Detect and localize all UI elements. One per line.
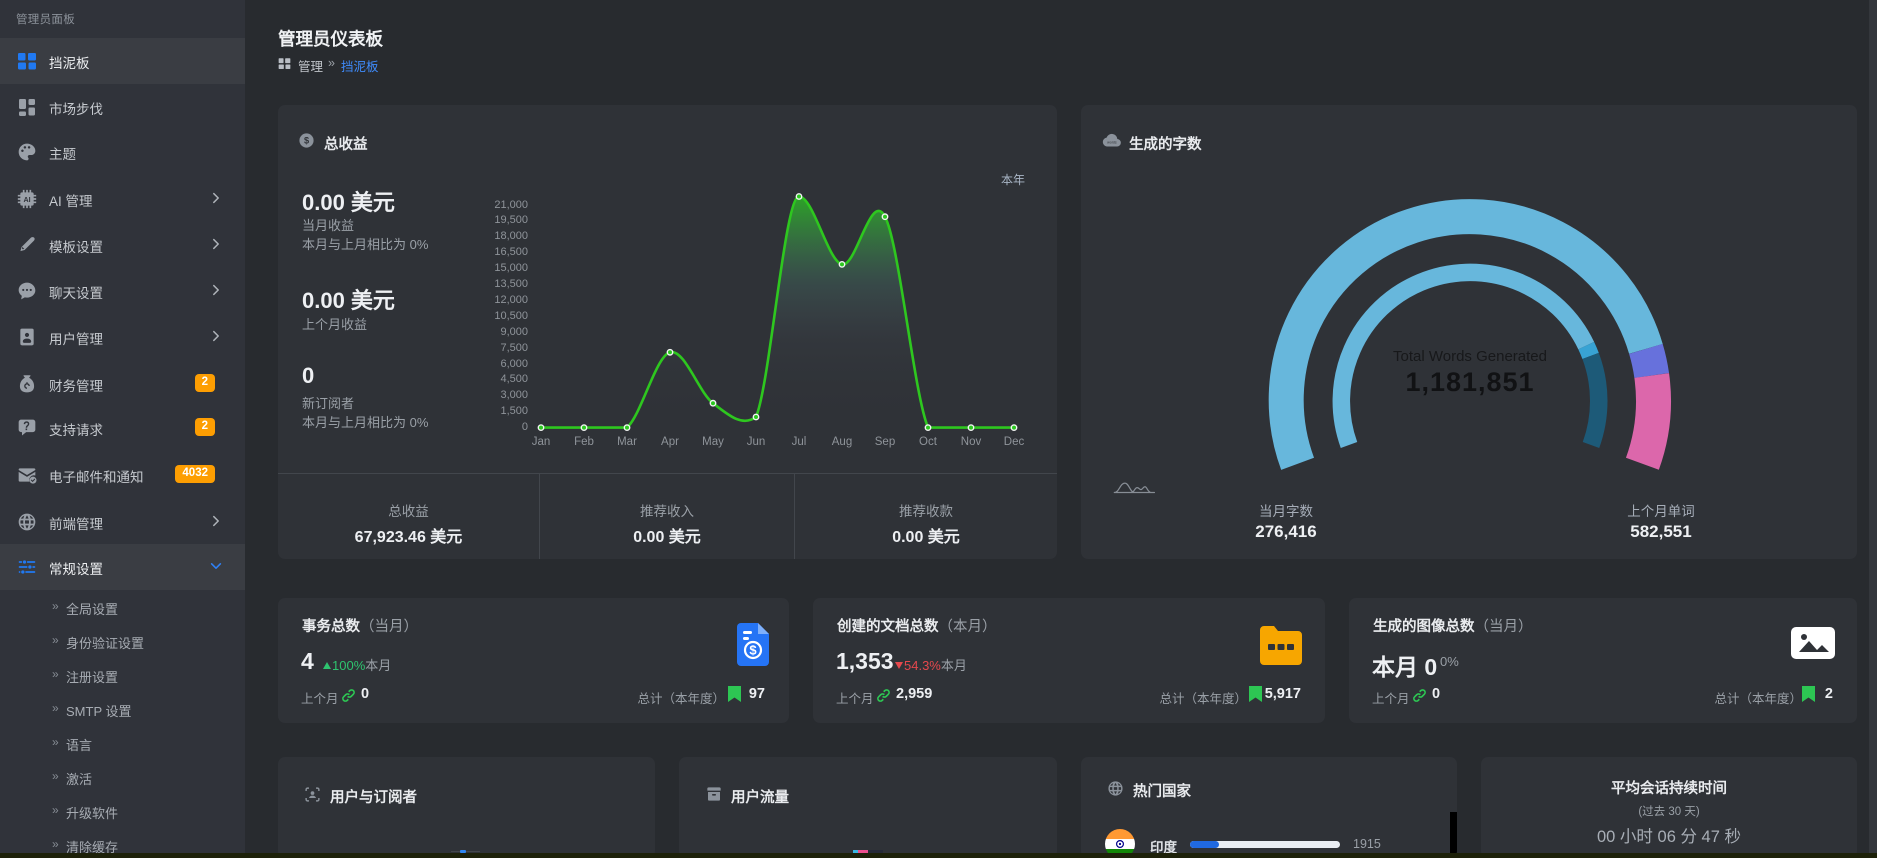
svg-text:$: $ [749, 643, 757, 658]
svg-text:$: $ [304, 136, 309, 146]
svg-text:words: words [1107, 141, 1117, 145]
svg-text:AI: AI [23, 196, 30, 204]
